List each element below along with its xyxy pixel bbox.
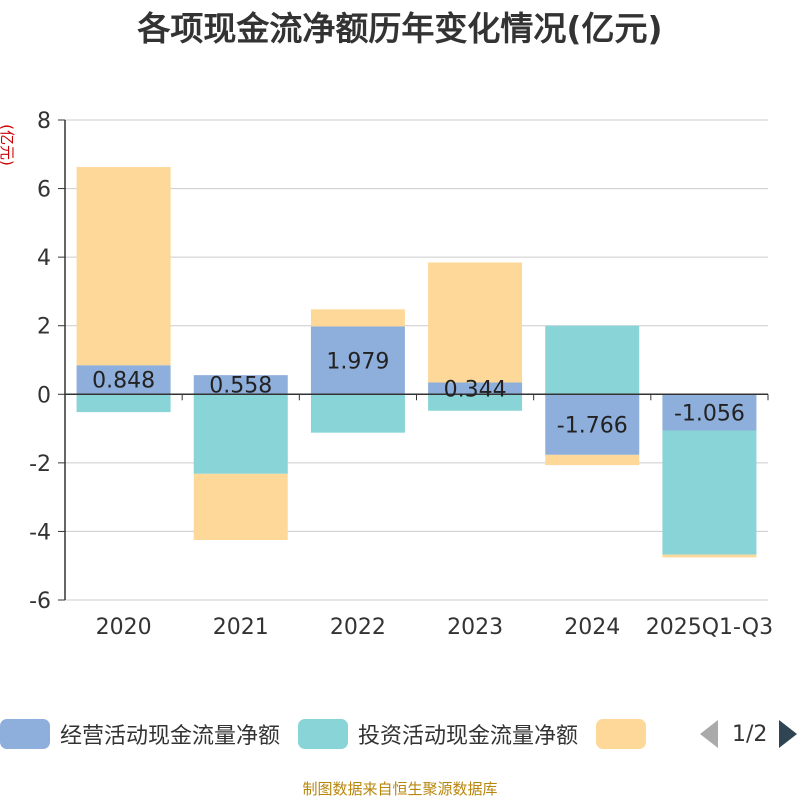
chart-title: 各项现金流净额历年变化情况(亿元) [137,9,663,48]
legend-item-third-series[interactable] [596,719,656,749]
x-tick-label: 2023 [447,615,503,640]
x-tick-label: 2022 [330,615,386,640]
bar-series-0-2022 [310,326,405,395]
data-label: 0.344 [444,377,507,402]
x-tick-label: 2024 [564,615,620,640]
bar-series-1-2024 [545,325,640,395]
bar-series-2-2024 [545,454,640,466]
legend-swatch-third-series [596,719,647,749]
y-tick-label: 4 [37,246,51,271]
legend-label-investing: 投资活动现金流量净额 [358,724,579,749]
bar-series-0-2023 [428,382,523,395]
y-tick-label: -6 [29,589,51,614]
bar-series-0-2020 [76,365,171,395]
y-tick-label: -2 [29,452,51,477]
data-label: 0.558 [209,374,272,399]
legend-item-investing[interactable]: 投资活动现金流量净额 [298,718,578,750]
legend-pager: 1/2 [700,718,798,750]
y-tick-label: 0 [37,383,51,408]
legend-item-operating[interactable]: 经营活动现金流量净额 [0,718,280,750]
bar-series-2-2023 [428,262,523,383]
bar-series-1-2021 [193,394,288,474]
bar-series-0-2024 [545,394,640,455]
data-source-note: 制图数据来自恒生聚源数据库 [302,780,498,798]
bar-series-1-2020 [76,394,171,413]
bar-series-2-2022 [310,309,405,327]
data-label: 0.848 [92,369,155,394]
bar-series-0-2025Q1-Q3 [662,394,757,431]
legend-swatch-investing [298,719,349,749]
data-label: -1.766 [557,414,628,439]
bar-series-2-2025Q1-Q3 [662,554,757,558]
bar-series-2-2021 [193,473,288,540]
x-tick-label: 2021 [213,615,269,640]
y-tick-label: 8 [37,109,51,134]
legend: 经营活动现金流量净额 投资活动现金流量净额 [0,718,674,750]
y-tick-label: -4 [29,520,51,545]
legend-label-operating: 经营活动现金流量净额 [60,724,281,749]
chevron-right-icon[interactable] [779,720,798,748]
y-tick-label: 6 [37,178,51,203]
x-tick-label: 2025Q1-Q3 [646,615,773,640]
data-label: -1.056 [674,401,745,426]
chevron-left-icon[interactable] [700,720,718,748]
y-axis-unit-label: (亿元) [0,124,16,166]
legend-page-indicator: 1/2 [732,721,768,747]
bar-series-0-2021 [193,375,288,395]
bar-series-1-2023 [428,394,523,411]
legend-swatch-operating [0,719,50,749]
x-tick-label: 2020 [96,615,152,640]
data-label: 1.979 [326,349,389,374]
bar-series-1-2025Q1-Q3 [662,430,757,555]
bar-series-2-2020 [76,167,171,366]
y-tick-label: 2 [37,315,51,340]
bar-series-1-2022 [310,394,405,433]
